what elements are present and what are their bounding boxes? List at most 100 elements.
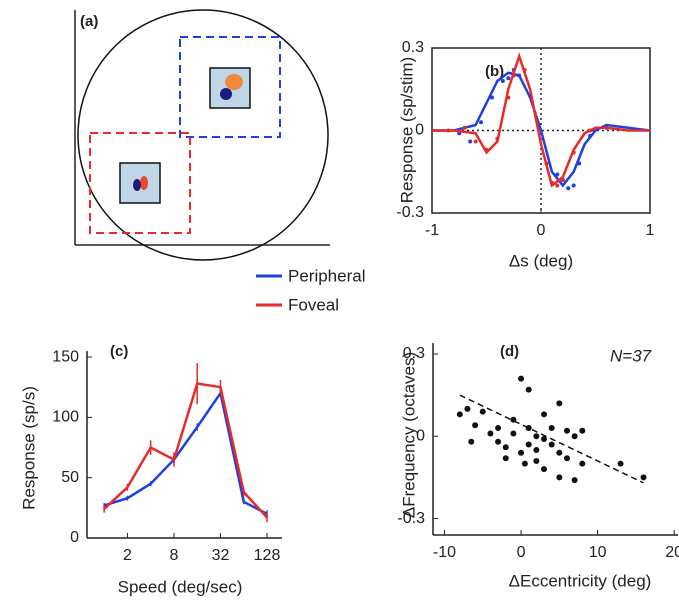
- data-point: [495, 425, 502, 432]
- data-point: [560, 178, 565, 182]
- legend-label: Foveal: [288, 295, 339, 314]
- panel-label: (a): [80, 13, 98, 30]
- legend-label: Peripheral: [288, 266, 366, 285]
- data-point: [468, 438, 475, 445]
- data-point: [472, 422, 479, 429]
- y-tick-label: 0.3: [403, 345, 425, 362]
- data-point: [489, 95, 494, 100]
- y-tick-label: 0: [415, 122, 424, 139]
- x-tick-label: 128: [254, 547, 281, 564]
- y-tick-label: 100: [52, 409, 79, 426]
- data-point: [563, 427, 570, 434]
- rf-blob: [225, 74, 243, 90]
- data-point: [571, 477, 578, 484]
- y-tick-label: 0: [70, 529, 79, 546]
- visual-field: [77, 9, 329, 261]
- rf-blob: [133, 179, 141, 191]
- data-point: [571, 183, 576, 188]
- data-point: [571, 150, 576, 155]
- data-point: [617, 460, 624, 467]
- data-point: [518, 449, 525, 456]
- series-line: [432, 52, 650, 188]
- data-point: [533, 446, 540, 453]
- data-point: [579, 427, 586, 434]
- peripheral-region: [179, 36, 281, 138]
- y-tick-label: 50: [61, 469, 79, 486]
- data-point: [521, 460, 528, 467]
- data-point: [556, 449, 563, 456]
- foveal-region: [89, 132, 191, 234]
- data-point: [577, 161, 582, 166]
- panel: -10 0 10 20 -0.3 0 0.3 (d) ΔEccentricity (deg) ΔF…: [397, 343, 679, 591]
- data-point: [506, 76, 511, 81]
- data-point: [518, 375, 525, 382]
- data-point: [487, 430, 494, 437]
- data-point: [495, 136, 500, 141]
- data-point: [533, 433, 540, 440]
- data-point: [556, 474, 563, 481]
- data-point: [473, 139, 478, 144]
- data-point: [579, 460, 586, 467]
- panel: -1 0 1 -0.3 0 0.3 (b) Δs (deg) Response (sp/stim…: [396, 39, 654, 270]
- data-point: [517, 73, 522, 78]
- data-point: [566, 186, 571, 191]
- data-point: [484, 147, 489, 152]
- data-point: [502, 444, 509, 451]
- x-axis-label: Δs (deg): [509, 251, 573, 270]
- y-tick-label: -0.3: [396, 204, 424, 221]
- x-axis-label: Speed (deg/sec): [118, 577, 243, 596]
- data-point: [495, 438, 502, 445]
- data-point: [502, 455, 509, 462]
- y-axis-label: ΔFrequency (octaves): [399, 352, 418, 518]
- data-point: [548, 441, 555, 448]
- data-point: [510, 416, 517, 423]
- data-point: [479, 408, 486, 415]
- series-line: [103, 390, 268, 515]
- data-point: [541, 436, 548, 442]
- rf-blob: [140, 176, 148, 190]
- data-point: [522, 68, 527, 72]
- panel-label: (d): [500, 343, 519, 360]
- x-tick-label: 8: [169, 547, 178, 564]
- data-point: [549, 180, 554, 185]
- x-tick-label: 32: [212, 547, 230, 564]
- data-point: [640, 474, 647, 481]
- data-point: [555, 183, 560, 188]
- data-point: [468, 139, 473, 144]
- x-tick-label: 10: [589, 544, 607, 561]
- data-point: [510, 430, 517, 437]
- y-tick-label: 0.3: [402, 39, 424, 56]
- y-tick-label: 0: [416, 427, 425, 444]
- x-axis-label: ΔEccentricity (deg): [509, 571, 652, 590]
- annotation: N=37: [610, 346, 652, 365]
- x-tick-label: -1: [425, 222, 439, 239]
- data-point: [544, 161, 549, 166]
- data-point: [541, 466, 548, 473]
- x-tick-label: 20: [665, 544, 679, 561]
- data-point: [456, 411, 463, 418]
- data-point: [548, 425, 555, 432]
- data-point: [479, 120, 484, 125]
- x-tick-label: -10: [433, 544, 456, 561]
- data-point: [462, 125, 467, 130]
- fit-line: [459, 394, 644, 484]
- data-point: [525, 441, 532, 448]
- x-tick-label: 2: [123, 547, 132, 564]
- y-tick-label: 150: [52, 348, 79, 365]
- panel-label: (b): [485, 63, 504, 80]
- data-point: [555, 172, 560, 177]
- data-point: [464, 405, 471, 412]
- series-line: [103, 382, 268, 519]
- x-tick-label: 0: [537, 222, 546, 239]
- panel-label: (c): [110, 343, 128, 360]
- legend: Peripheral Foveal: [256, 266, 366, 314]
- rf-blob: [220, 88, 232, 100]
- data-point: [511, 73, 516, 78]
- data-point: [506, 95, 511, 100]
- y-axis-label: Response (sp/s): [19, 386, 38, 510]
- data-point: [556, 400, 563, 407]
- data-point: [571, 433, 578, 440]
- data-point: [500, 79, 505, 83]
- data-point: [533, 457, 540, 464]
- y-axis-label: Response (sp/stim): [397, 57, 416, 203]
